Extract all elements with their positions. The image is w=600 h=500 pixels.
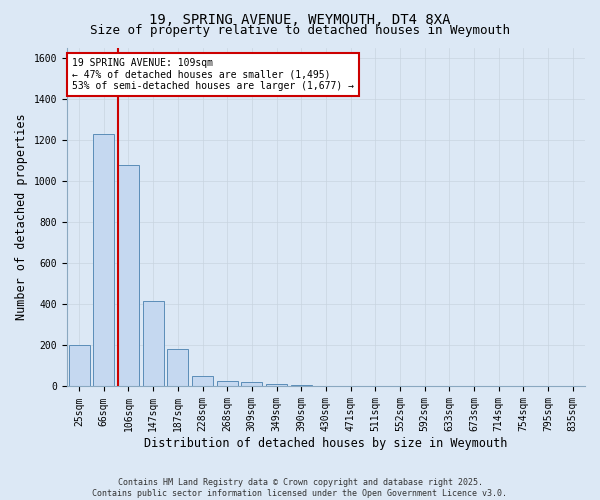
Bar: [167, 350, 188, 387]
Bar: [94, 134, 114, 386]
Bar: [192, 376, 213, 386]
Bar: [118, 164, 139, 386]
Bar: [68, 346, 89, 387]
Text: 19 SPRING AVENUE: 109sqm
← 47% of detached houses are smaller (1,495)
53% of sem: 19 SPRING AVENUE: 109sqm ← 47% of detach…: [72, 58, 354, 91]
Text: 19, SPRING AVENUE, WEYMOUTH, DT4 8XA: 19, SPRING AVENUE, WEYMOUTH, DT4 8XA: [149, 12, 451, 26]
Bar: [143, 301, 164, 386]
Bar: [241, 382, 262, 386]
Y-axis label: Number of detached properties: Number of detached properties: [15, 114, 28, 320]
Text: Contains HM Land Registry data © Crown copyright and database right 2025.
Contai: Contains HM Land Registry data © Crown c…: [92, 478, 508, 498]
Text: Size of property relative to detached houses in Weymouth: Size of property relative to detached ho…: [90, 24, 510, 37]
X-axis label: Distribution of detached houses by size in Weymouth: Distribution of detached houses by size …: [144, 437, 508, 450]
Bar: [217, 382, 238, 386]
Bar: [266, 384, 287, 386]
Bar: [291, 385, 311, 386]
